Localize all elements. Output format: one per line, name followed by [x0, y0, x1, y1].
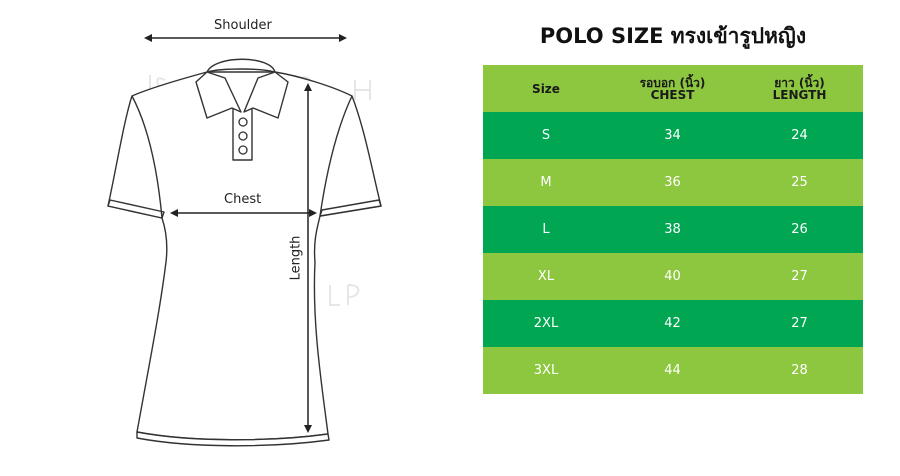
polo-shirt-illustration	[107, 34, 382, 447]
size-chart-title: POLO SIZE ทรงเข้ารูปหญิง	[539, 24, 807, 48]
size-cell: 2XL	[533, 316, 559, 331]
chest-cell: 38	[664, 222, 681, 237]
length-cell: 24	[791, 128, 808, 143]
header-chest-thai: รอบอก (นิ้ว)	[639, 75, 706, 90]
length-cell: 27	[791, 316, 808, 331]
placket-buttons	[238, 117, 248, 155]
length-cell: 28	[791, 363, 808, 378]
chest-cell: 36	[664, 175, 681, 190]
size-chart-table: Size รอบอก (นิ้ว) CHEST ยาว (นิ้ว) LENGT…	[483, 65, 863, 394]
size-cell: M	[540, 175, 552, 190]
table-row: XL 40 27	[483, 253, 863, 300]
size-cell: XL	[537, 269, 555, 284]
chest-cell: 34	[664, 128, 681, 143]
header-length-english: LENGTH	[772, 87, 827, 102]
shirt-outline	[107, 58, 382, 447]
header-length: ยาว (นิ้ว) LENGTH	[736, 65, 863, 112]
header-size-label: Size	[532, 81, 560, 96]
size-cell: L	[542, 222, 550, 237]
header-length-thai: ยาว (นิ้ว)	[774, 75, 825, 90]
length-cell: 26	[791, 222, 808, 237]
header-chest-english: CHEST	[650, 87, 695, 102]
table-row: M 36 25	[483, 159, 863, 206]
header-chest: รอบอก (นิ้ว) CHEST	[609, 65, 736, 112]
chest-cell: 40	[664, 269, 681, 284]
table-row: 3XL 44 28	[483, 347, 863, 394]
shoulder-label: Shoulder	[214, 18, 272, 33]
length-label: Length	[288, 235, 304, 281]
table-header-row: Size รอบอก (นิ้ว) CHEST ยาว (นิ้ว) LENGT…	[483, 65, 863, 112]
chest-cell: 42	[664, 316, 681, 331]
table-row: S 34 24	[483, 112, 863, 159]
header-size: Size	[483, 65, 609, 112]
chest-cell: 44	[664, 363, 681, 378]
table-row: L 38 26	[483, 206, 863, 253]
size-cell: 3XL	[533, 363, 559, 378]
length-cell: 25	[791, 175, 808, 190]
table-row: 2XL 42 27	[483, 300, 863, 347]
size-cell: S	[541, 128, 551, 143]
chest-label: Chest	[224, 192, 262, 207]
length-cell: 27	[791, 269, 808, 284]
